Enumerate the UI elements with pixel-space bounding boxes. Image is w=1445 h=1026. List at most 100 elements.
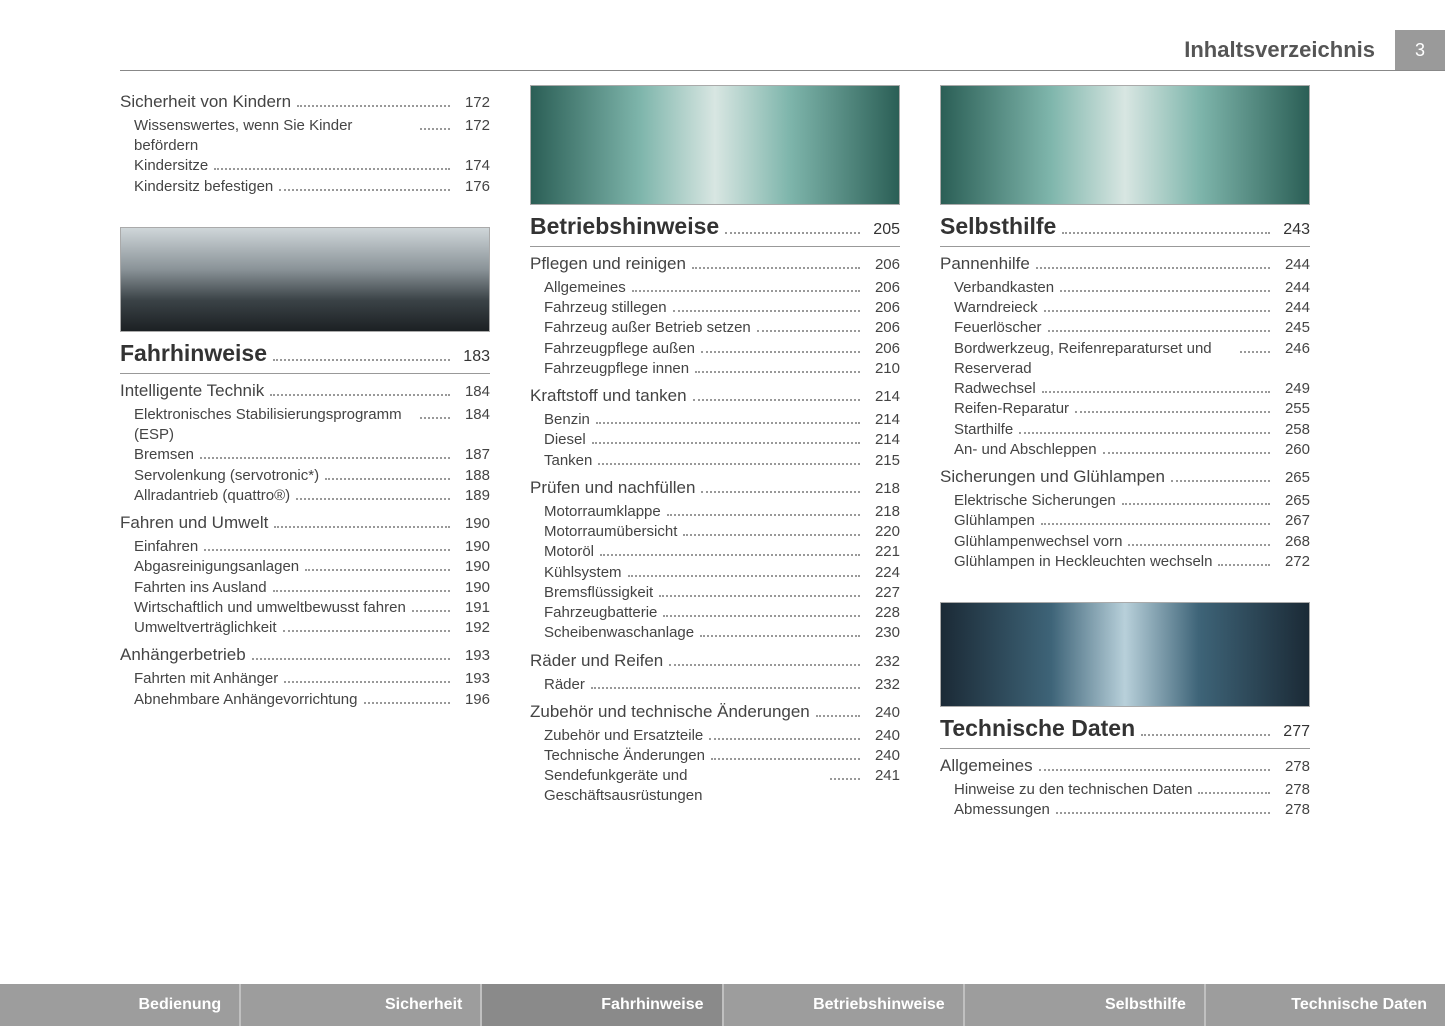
toc-page: 232	[866, 675, 900, 695]
toc-page: 206	[866, 255, 900, 275]
toc-label: Servolenkung (servotronic*)	[134, 466, 319, 486]
chapter-page: 183	[456, 348, 490, 366]
toc-label: Motorraumübersicht	[544, 522, 677, 542]
toc-label: Fahrzeug außer Betrieb setzen	[544, 318, 751, 338]
tab-betriebshinweise[interactable]: Betriebshinweise	[724, 984, 965, 1026]
toc-subentry: Kindersitze174	[120, 156, 490, 176]
toc-page: 214	[866, 410, 900, 430]
toc-subentry: Glühlampenwechsel vorn268	[940, 532, 1310, 552]
toc-label: Abgasreinigungsanlagen	[134, 557, 299, 577]
toc-page: 244	[1276, 298, 1310, 318]
toc-subentry: Fahrten ins Ausland190	[120, 578, 490, 598]
toc-page: 267	[1276, 511, 1310, 531]
toc-page: 190	[456, 514, 490, 534]
toc-label: Kühlsystem	[544, 563, 622, 583]
toc-page: 220	[866, 522, 900, 542]
toc-subentry: Räder232	[530, 675, 900, 695]
chapter-page: 243	[1276, 221, 1310, 239]
toc-page: 191	[456, 598, 490, 618]
toc-label: Bremsflüssigkeit	[544, 583, 653, 603]
toc-label: Feuerlöscher	[954, 318, 1042, 338]
toc-page: 174	[456, 156, 490, 176]
toc-subentry: Reifen-Reparatur255	[940, 399, 1310, 419]
toc-section: Zubehör und technische Änderungen240	[530, 701, 900, 724]
toc-page: 260	[1276, 440, 1310, 460]
toc-section: Fahren und Umwelt190	[120, 512, 490, 535]
toc-section: Anhängerbetrieb193	[120, 644, 490, 667]
toc-page: 228	[866, 603, 900, 623]
toc-label: Fahrzeugpflege innen	[544, 359, 689, 379]
toc-subentry: Warndreieck 244	[940, 298, 1310, 318]
toc-label: Glühlampen in Heckleuchten wechseln	[954, 552, 1212, 572]
toc-page: 187	[456, 445, 490, 465]
toc-label: Wirtschaftlich und umweltbewusst fahren	[134, 598, 406, 618]
toc-subentry: Elektrische Sicherungen265	[940, 491, 1310, 511]
toc-page: 255	[1276, 399, 1310, 419]
toc-subentry: Sendefunkgeräte und Geschäftsausrüstunge…	[530, 766, 900, 807]
toc-page: 172	[456, 116, 490, 136]
toc-section: Kraftstoff und tanken 214	[530, 385, 900, 408]
toc-label: Allradantrieb (quattro®)	[134, 486, 290, 506]
toc-page: 188	[456, 466, 490, 486]
toc-subentry: Abgasreinigungsanlagen190	[120, 557, 490, 577]
toc-subentry: Benzin 214	[530, 410, 900, 430]
header-page-number: 3	[1395, 30, 1445, 70]
toc-subentry: Abnehmbare Anhängevorrichtung196	[120, 690, 490, 710]
toc-subentry: Fahrzeugpflege innen210	[530, 359, 900, 379]
toc-subentry: Verbandkasten244	[940, 278, 1310, 298]
toc-subentry: Hinweise zu den technischen Daten278	[940, 780, 1310, 800]
toc-page: 196	[456, 690, 490, 710]
tab-fahrhinweise[interactable]: Fahrhinweise	[482, 984, 723, 1026]
column-1: Sicherheit von Kindern172Wissenswertes, …	[120, 85, 490, 821]
toc-page: 224	[866, 563, 900, 583]
chapter-page: 277	[1276, 723, 1310, 741]
toc-label: Räder und Reifen	[530, 650, 663, 673]
toc-subentry: Radwechsel249	[940, 379, 1310, 399]
toc-label: Abmessungen	[954, 800, 1050, 820]
toc-label: Pannenhilfe	[940, 253, 1030, 276]
toc-subentry: Wissenswertes, wenn Sie Kinder befördern…	[120, 116, 490, 157]
toc-label: Sicherungen und Glühlampen	[940, 466, 1165, 489]
toc-page: 278	[1276, 757, 1310, 777]
tab-selbsthilfe[interactable]: Selbsthilfe	[965, 984, 1206, 1026]
column-3: Selbsthilfe 243 Pannenhilfe244Verbandkas…	[940, 85, 1310, 821]
image-technische-daten	[940, 602, 1310, 707]
toc-subentry: Bremsflüssigkeit227	[530, 583, 900, 603]
toc-label: Umweltverträglichkeit	[134, 618, 277, 638]
tab-sicherheit[interactable]: Sicherheit	[241, 984, 482, 1026]
chapter-page: 205	[866, 221, 900, 239]
toc-page: 232	[866, 652, 900, 672]
toc-label: Wissenswertes, wenn Sie Kinder befördern	[134, 116, 414, 157]
toc-subentry: Glühlampen267	[940, 511, 1310, 531]
toc-page: 240	[866, 746, 900, 766]
column-2: Betriebshinweise 205 Pflegen und reinige…	[530, 85, 900, 821]
toc-page: 193	[456, 669, 490, 689]
toc-page: 214	[866, 387, 900, 407]
toc-subentry: Fahrzeugbatterie228	[530, 603, 900, 623]
toc-page: 265	[1276, 468, 1310, 488]
toc-page: 215	[866, 451, 900, 471]
toc-subentry: Motorraumklappe218	[530, 502, 900, 522]
toc-label: Benzin	[544, 410, 590, 430]
toc-label: Intelligente Technik	[120, 380, 264, 403]
image-selbsthilfe	[940, 85, 1310, 205]
toc-label: Zubehör und Ersatzteile	[544, 726, 703, 746]
toc-subentry: Fahrzeug außer Betrieb setzen 206	[530, 318, 900, 338]
tab-technische-daten[interactable]: Technische Daten	[1206, 984, 1445, 1026]
toc-subentry: Wirtschaftlich und umweltbewusst fahren 1…	[120, 598, 490, 618]
divider	[120, 373, 490, 374]
toc-label: Fahrzeugpflege außen	[544, 339, 695, 359]
toc-label: Bordwerkzeug, Reifenreparaturset und Res…	[954, 339, 1234, 380]
toc-page: 190	[456, 578, 490, 598]
toc-page: 206	[866, 318, 900, 338]
toc-subentry: Fahrten mit Anhänger193	[120, 669, 490, 689]
toc-page: 206	[866, 298, 900, 318]
toc-section: Pannenhilfe244	[940, 253, 1310, 276]
toc-label: Kraftstoff und tanken	[530, 385, 687, 408]
chapter-fahrhinweise: Fahrhinweise 183	[120, 340, 490, 367]
toc-label: Bremsen	[134, 445, 194, 465]
tab-bedienung[interactable]: Bedienung	[0, 984, 241, 1026]
toc-label: Radwechsel	[954, 379, 1036, 399]
toc-label: Warndreieck	[954, 298, 1038, 318]
divider	[940, 246, 1310, 247]
